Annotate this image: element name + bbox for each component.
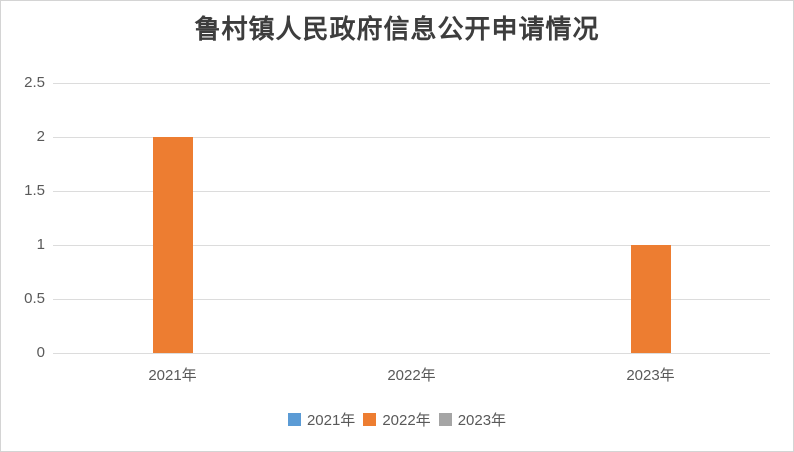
legend: 2021年 2022年 2023年 [1,409,793,430]
bar-series-1-cat-0 [152,137,193,353]
y-axis-tick-label: 1 [36,236,45,253]
legend-swatch-icon [438,413,452,426]
y-axis-tick-label: 2.5 [24,74,45,91]
legend-item-1: 2022年 [363,409,431,430]
legend-swatch-icon [287,413,301,426]
x-axis-category-label: 2021年 [148,367,197,384]
gridline [53,83,770,84]
gridline [53,353,770,354]
plot-area [53,83,770,354]
legend-label: 2023年 [457,412,507,429]
chart-title: 鲁村镇人民政府信息公开申请情况 [194,15,600,44]
gridline [53,137,770,138]
gridline [53,299,770,300]
bar-series-1-cat-2 [630,245,671,353]
legend-swatch-icon [363,413,377,426]
y-axis-tick-label: 2 [36,128,45,145]
x-axis-category-label: 2022年 [387,367,436,384]
legend-item-0: 2021年 [287,409,356,430]
legend-label: 2021年 [306,412,356,429]
y-axis-tick-label: 0 [36,344,45,361]
legend-item-2: 2023年 [438,409,507,430]
legend-label: 2022年 [382,412,431,429]
gridline [53,191,770,192]
y-axis-tick-label: 1.5 [24,182,45,199]
gridline [53,245,770,246]
y-axis-tick-label: 0.5 [24,290,45,307]
x-axis-category-label: 2023年 [626,367,675,384]
